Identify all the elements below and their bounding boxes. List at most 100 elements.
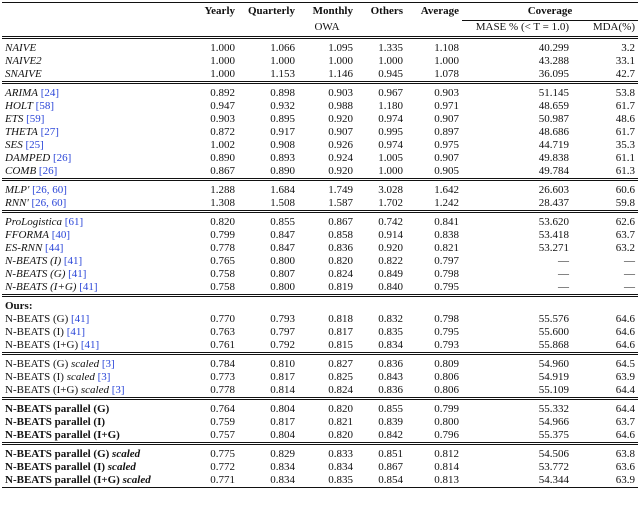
value-cell: 0.778 (210, 242, 235, 254)
value-cell: 1.702 (378, 197, 403, 209)
value-cell: 63.8 (615, 448, 635, 460)
table-row: DAMPED [26] 0.890 0.893 0.924 1.005 0.907 49.8… (2, 152, 638, 165)
citation[interactable]: [44] (45, 242, 64, 254)
method-name: N-BEATS (I+G) (5, 339, 79, 351)
method-name: RNN' (5, 197, 29, 209)
citation[interactable]: [3] (101, 358, 115, 370)
value-cell: 26.603 (538, 184, 569, 196)
value-cell: 0.836 (378, 358, 403, 370)
value-cell: 0.812 (434, 448, 459, 460)
method-cell: SES [25] (2, 139, 192, 152)
value-cell: 28.437 (538, 197, 569, 209)
citation[interactable]: [58] (35, 100, 54, 112)
citation[interactable]: [40] (51, 229, 71, 241)
value-cell: 0.792 (270, 339, 295, 351)
row-group: N-BEATS (G) scaled [3] 0.784 0.810 0.827 0.8… (2, 353, 638, 399)
method-name: N-BEATS (I) (5, 371, 64, 383)
citation[interactable]: [61] (64, 216, 84, 228)
table-row: N-BEATS parallel (I) 0.759 0.817 0.821 0.839… (2, 416, 638, 429)
citation[interactable]: [41] (80, 339, 100, 351)
value-cell: 0.841 (434, 216, 459, 228)
citation[interactable]: [3] (97, 371, 111, 383)
method-cell: ProLogistica [61] (2, 212, 192, 230)
value-cell: 0.975 (434, 139, 459, 151)
value-cell: 61.1 (615, 152, 635, 164)
value-cell: 0.907 (434, 113, 459, 125)
value-cell: 0.761 (210, 339, 235, 351)
value-cell: 0.829 (270, 448, 295, 460)
table-row: N-BEATS (G) [41] 0.758 0.807 0.824 0.849 0.79… (2, 268, 638, 281)
method-cell: NAIVE2 (2, 55, 192, 68)
column-header: MDA(%) (592, 21, 635, 33)
value-cell: 64.4 (615, 384, 635, 396)
value-cell: 0.834 (378, 339, 403, 351)
method-name: HOLT (5, 100, 33, 112)
value-cell: 64.6 (615, 339, 635, 351)
value-cell: 0.903 (328, 87, 353, 99)
value-cell: 1.000 (210, 55, 235, 67)
citation[interactable]: [25] (25, 139, 44, 151)
value-cell: 63.6 (615, 461, 635, 473)
method-cell: N-BEATS (I) [41] (2, 255, 192, 268)
method-cell: N-BEATS (G) scaled [3] (2, 354, 192, 372)
method-name: SES (5, 139, 23, 151)
value-cell: 0.773 (210, 371, 235, 383)
value-cell: 0.795 (434, 281, 459, 293)
value-cell: 0.847 (270, 229, 295, 241)
value-cell: 0.817 (270, 371, 295, 383)
citation[interactable]: [26] (52, 152, 72, 164)
citation[interactable]: [59] (26, 113, 45, 125)
value-cell: 44.719 (538, 139, 569, 151)
value-cell: 0.806 (434, 384, 459, 396)
value-cell: 0.813 (434, 474, 459, 486)
method-name: FFORMA (5, 229, 49, 241)
column-header: Quarterly (247, 5, 295, 18)
row-group: Ours: N-BEATS (G) [41] 0.770 0.793 0.818 0.83… (2, 295, 638, 354)
citation[interactable]: [26, 60] (31, 197, 67, 209)
value-cell: 0.908 (270, 139, 295, 151)
table-row: SNAIVE 1.000 1.153 1.146 0.945 1.078 36.095 42.… (2, 68, 638, 83)
value-cell: 0.824 (328, 268, 353, 280)
value-cell: 48.659 (538, 100, 569, 112)
value-cell: 0.898 (270, 87, 295, 99)
value-cell: 0.872 (210, 126, 235, 138)
value-cell: 0.822 (378, 255, 403, 267)
method-name: NAIVE2 (5, 55, 42, 67)
citation[interactable]: [41] (63, 255, 83, 267)
value-cell: 0.765 (210, 255, 235, 267)
value-cell: 0.839 (378, 416, 403, 428)
value-cell: 0.905 (434, 165, 459, 177)
citation[interactable]: [26, 60] (32, 184, 67, 196)
value-cell: 1.066 (270, 42, 295, 54)
value-cell: 0.914 (378, 229, 403, 241)
citation[interactable]: [27] (40, 126, 59, 138)
value-cell: 54.960 (538, 358, 569, 370)
value-cell: 0.799 (434, 403, 459, 415)
value-cell: 50.987 (538, 113, 569, 125)
method-name: N-BEATS (I) (5, 326, 64, 338)
value-cell: 0.817 (328, 326, 353, 338)
value-cell: 1.108 (434, 42, 459, 54)
citation[interactable]: [41] (68, 268, 87, 280)
value-cell: 0.924 (328, 152, 353, 164)
citation[interactable]: [24] (40, 87, 60, 99)
citation[interactable]: [26] (38, 165, 58, 177)
method-cell: HOLT [58] (2, 100, 192, 113)
method-cell: RNN' [26, 60] (2, 197, 192, 212)
table-row: N-BEATS (I+G) [41] 0.761 0.792 0.815 0.834 0.… (2, 339, 638, 354)
method-cell: N-BEATS (I+G) [41] (2, 281, 192, 296)
value-cell: 1.684 (270, 184, 295, 196)
citation[interactable]: [41] (79, 281, 98, 293)
citation[interactable]: [41] (66, 326, 86, 338)
table-row: N-BEATS parallel (I+G) scaled 0.771 0.834 0… (2, 474, 638, 488)
value-cell: 0.834 (270, 474, 295, 486)
value-cell: 1.002 (210, 139, 235, 151)
method-cell: N-BEATS (I) scaled [3] (2, 371, 192, 384)
value-cell: 54.919 (538, 371, 569, 383)
method-tag: scaled (66, 371, 95, 383)
citation[interactable]: [3] (111, 384, 125, 396)
citation[interactable]: [41] (71, 313, 90, 325)
value-cell: 0.809 (434, 358, 459, 370)
value-cell: 0.903 (210, 113, 235, 125)
